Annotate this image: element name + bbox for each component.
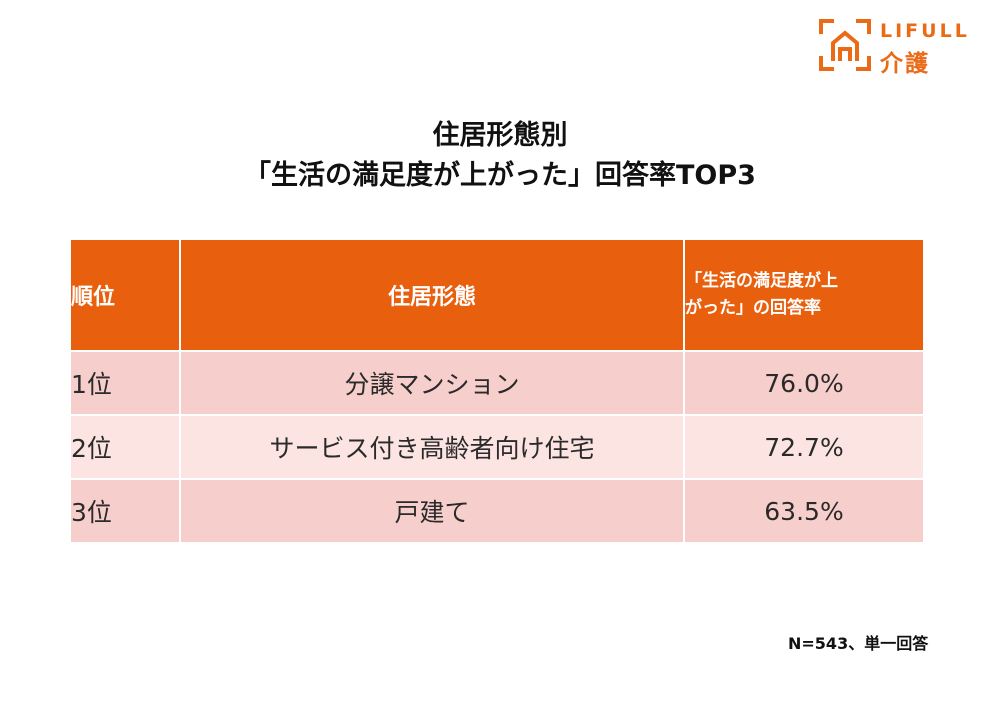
rate-cell: 63.5%: [683, 478, 925, 544]
rank-cell: 1位: [69, 350, 181, 416]
table-row: 2位 サービス付き高齢者向け住宅 72.7%: [69, 414, 925, 480]
sample-size-note: N=543、単一回答: [788, 634, 929, 653]
header-housing-type: 住居形態: [179, 238, 685, 352]
housing-type-cell: 分譲マンション: [179, 350, 685, 416]
rate-cell: 72.7%: [683, 414, 925, 480]
logo-brand-text: LIFULL: [880, 20, 970, 42]
header-satisfaction-rate: 「生活の満足度が上 がった」の回答率: [683, 238, 925, 352]
lifull-kaigo-logo: LIFULL 介護: [818, 18, 983, 77]
table-header-row: 順位 住居形態 「生活の満足度が上 がった」の回答率: [69, 238, 925, 352]
header-rate-line2: がった」の回答率: [685, 298, 821, 318]
rate-cell: 76.0%: [683, 350, 925, 416]
house-frame-icon: [819, 19, 871, 71]
header-rank: 順位: [69, 238, 181, 352]
rank-cell: 2位: [69, 414, 181, 480]
table-row: 1位 分譲マンション 76.0%: [69, 350, 925, 416]
table-row: 3位 戸建て 63.5%: [69, 478, 925, 544]
ranking-table: 順位 住居形態 「生活の満足度が上 がった」の回答率 1位 分譲マンション 76.…: [69, 238, 925, 544]
chart-title-line2: 「生活の満足度が上がった」回答率TOP3: [244, 160, 756, 191]
header-rate-line1: 「生活の満足度が上: [685, 271, 838, 291]
chart-title-line1: 住居形態別: [432, 120, 568, 151]
housing-type-cell: サービス付き高齢者向け住宅: [179, 414, 685, 480]
housing-type-cell: 戸建て: [179, 478, 685, 544]
logo-service-text: 介護: [880, 51, 930, 77]
rank-cell: 3位: [69, 478, 181, 544]
